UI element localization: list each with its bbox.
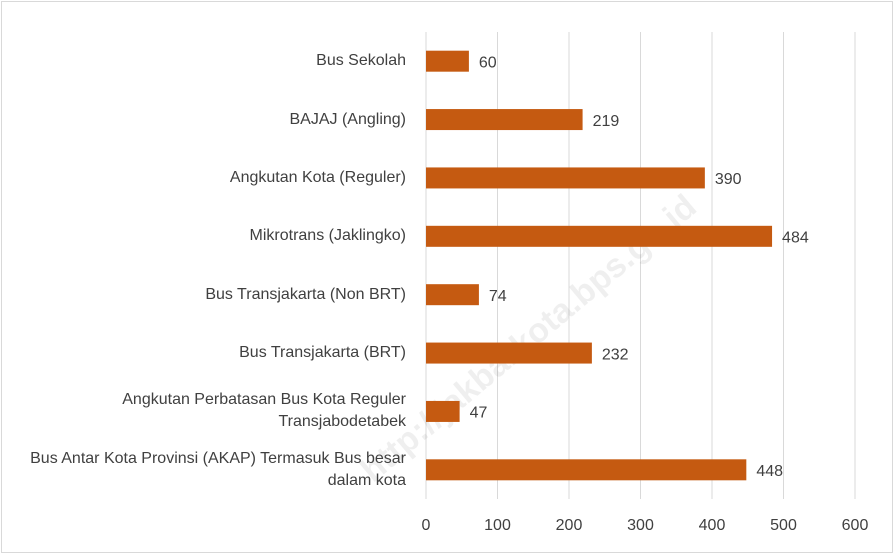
y-tick-label: Bus Antar Kota Provinsi (AKAP) Termasuk … <box>30 449 406 489</box>
data-label: 448 <box>756 463 783 480</box>
x-tick-label: 600 <box>842 517 869 534</box>
y-tick-label: BAJAJ (Angling) <box>289 110 407 128</box>
data-label: 484 <box>782 230 809 247</box>
y-tick-label: Bus Transjakarta (BRT) <box>239 344 406 362</box>
bar <box>426 400 460 422</box>
data-label: 232 <box>602 346 629 363</box>
bar <box>426 284 479 306</box>
bar <box>426 50 469 72</box>
y-tick-label: Mikrotrans (Jaklingko) <box>249 227 406 245</box>
y-tick-label: Angkutan Perbatasan Bus Kota Reguler Tra… <box>122 391 406 431</box>
y-tick-label: Bus Sekolah <box>316 52 406 70</box>
y-tick-label: Bus Transjakarta (Non BRT) <box>205 285 406 303</box>
bar <box>426 109 583 131</box>
x-tick-label: 0 <box>422 517 431 534</box>
x-tick-label: 300 <box>627 517 654 534</box>
data-label: 390 <box>715 171 742 188</box>
bar <box>426 459 747 481</box>
x-tick-label: 400 <box>699 517 726 534</box>
data-label: 60 <box>479 54 497 71</box>
x-tick-label: 200 <box>556 517 583 534</box>
bar <box>426 225 773 247</box>
bar <box>426 167 705 189</box>
y-tick-label: Angkutan Kota (Reguler) <box>229 168 406 186</box>
x-tick-label: 100 <box>484 517 511 534</box>
data-label: 74 <box>489 288 507 305</box>
x-tick-label: 500 <box>770 517 797 534</box>
data-label: 47 <box>470 405 488 422</box>
data-label: 219 <box>593 113 620 130</box>
bar <box>426 342 592 364</box>
